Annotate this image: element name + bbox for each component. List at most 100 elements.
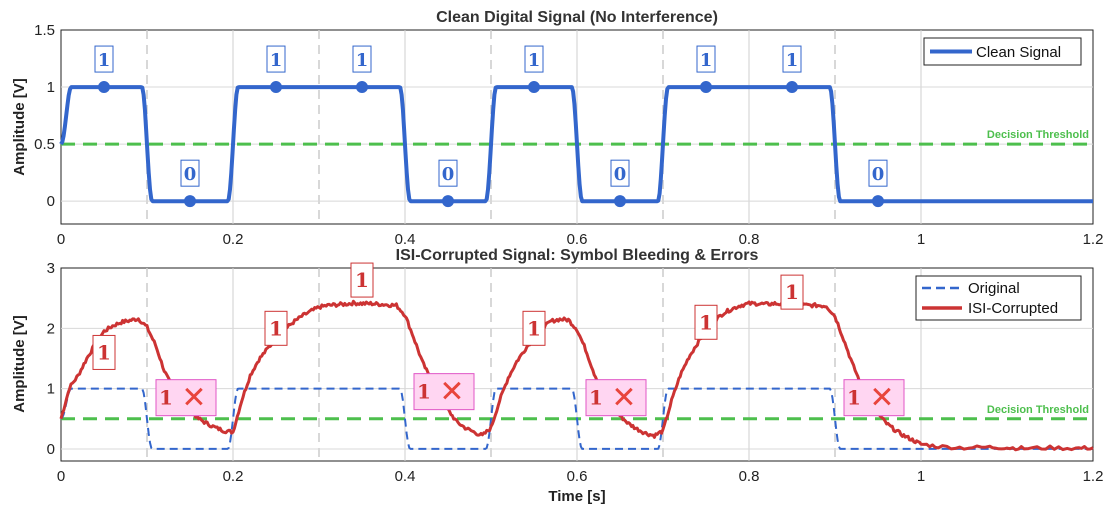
bit-label-9: 0 xyxy=(872,164,885,185)
top-x-tick-6: 1.2 xyxy=(1083,231,1104,248)
bit-label-box-1 xyxy=(180,159,200,187)
top-x-tick-5: 1 xyxy=(917,231,925,248)
bottom-x-tick-4: 0.8 xyxy=(739,468,760,485)
top-x-tick-3: 0.6 xyxy=(567,231,588,248)
error-x-icon-9: ✕ xyxy=(869,382,894,415)
bit-label-6: 0 xyxy=(614,164,627,185)
bit-label-3: 1 xyxy=(356,50,369,71)
top-x-tick-0: 0 xyxy=(57,231,65,248)
error-box-1 xyxy=(155,379,217,417)
isi-corrupted-chart: 1 1 ✕ 1 1 1 ✕ 1 1 ✕ 1 1 1 ✕ 0 0.2 0.4 0.6 0.8 1 1.2 0 1 2 3 IS… xyxy=(11,247,1103,505)
bottom-x-tick-5: 1 xyxy=(917,468,925,485)
sample-point-0 xyxy=(98,81,110,94)
top-chart-title: Clean Digital Signal (No Interference) xyxy=(436,9,718,26)
sample-point-3 xyxy=(356,81,368,94)
bit-label-box-2 xyxy=(266,45,286,73)
bottom-x-tick-2: 0.4 xyxy=(395,468,416,485)
bit-label-0: 1 xyxy=(98,50,111,71)
bottom-x-tick-3: 0.6 xyxy=(567,468,588,485)
bit-label-4: 0 xyxy=(442,164,455,185)
bit-label-box-7 xyxy=(696,45,716,73)
bottom-x-tick-0: 0 xyxy=(57,468,65,485)
error-bit-label-9: 1 xyxy=(847,386,861,410)
bit-label-7: 1 xyxy=(700,50,713,71)
bottom-y-tick-0: 0 xyxy=(47,441,55,458)
corrupted-bit-box-8 xyxy=(780,274,804,310)
corrupted-bit-box-0 xyxy=(92,334,116,370)
error-bit-label-6: 1 xyxy=(589,386,603,410)
top-legend: Clean Signal xyxy=(923,37,1082,66)
bottom-x-tick-6: 1.2 xyxy=(1083,468,1104,485)
bottom-y-tick-3: 3 xyxy=(47,260,55,277)
bit-label-box-3 xyxy=(352,45,372,73)
top-x-tick-1: 0.2 xyxy=(223,231,244,248)
original-signal-series xyxy=(60,387,1093,450)
top-x-tick-2: 0.4 xyxy=(395,231,416,248)
top-threshold-label: Decision Threshold xyxy=(987,129,1089,141)
bottom-legend: Original ISI-Corrupted xyxy=(915,275,1082,321)
bottom-x-tick-labels: 0 0.2 0.4 0.6 0.8 1 1.2 xyxy=(57,468,1104,485)
bit-label-8: 1 xyxy=(786,50,799,71)
bottom-x-tick-1: 0.2 xyxy=(223,468,244,485)
bottom-y-tick-1: 1 xyxy=(47,381,55,398)
sample-point-5 xyxy=(528,81,540,94)
isi-corrupted-series xyxy=(59,299,1094,452)
bottom-bit-markers: 1 1 ✕ 1 1 1 ✕ 1 1 ✕ 1 1 1 ✕ xyxy=(92,262,905,417)
top-bit-markers: 1 0 1 1 0 1 0 1 1 0 xyxy=(94,45,888,208)
bit-label-box-6 xyxy=(610,159,630,187)
sample-point-8 xyxy=(786,81,798,94)
error-x-icon-6: ✕ xyxy=(611,382,636,415)
bottom-chart-title: ISI-Corrupted Signal: Symbol Bleeding & … xyxy=(396,247,759,264)
sample-point-2 xyxy=(270,81,282,94)
sample-point-4 xyxy=(442,195,454,208)
top-y-tick-labels: 0 0.5 1 1.5 xyxy=(34,22,55,210)
bottom-legend-box xyxy=(915,275,1082,321)
error-x-icon-1: ✕ xyxy=(181,382,206,415)
clean-signal-line xyxy=(59,85,1094,204)
bottom-grid xyxy=(61,268,1093,461)
bit-label-box-0 xyxy=(94,45,114,73)
bit-label-box-8 xyxy=(782,45,802,73)
corrupted-bit-box-2 xyxy=(264,310,288,346)
bottom-y-tick-labels: 0 1 2 3 xyxy=(47,260,55,458)
x-axis-label: Time [s] xyxy=(548,488,605,505)
corrupted-bit-label-5: 1 xyxy=(527,316,541,340)
error-box-9 xyxy=(843,379,905,417)
top-y-tick-1: 0.5 xyxy=(34,136,55,153)
corrupted-bit-label-3: 1 xyxy=(355,268,369,292)
bit-label-1: 0 xyxy=(184,164,197,185)
corrupted-bit-box-5 xyxy=(522,310,546,346)
corrupted-bit-label-8: 1 xyxy=(785,280,799,304)
bottom-threshold-label: Decision Threshold xyxy=(987,404,1089,416)
legend-label-clean-signal: Clean Signal xyxy=(976,44,1061,61)
sample-point-9 xyxy=(872,195,884,208)
error-x-icon-4: ✕ xyxy=(439,376,464,409)
sample-point-1 xyxy=(184,195,196,208)
legend-label-original: Original xyxy=(968,280,1020,297)
top-x-tick-labels: 0 0.2 0.4 0.6 0.8 1 1.2 xyxy=(57,231,1104,248)
bottom-y-tick-2: 2 xyxy=(47,320,55,337)
bottom-y-axis-label: Amplitude [V] xyxy=(11,315,28,413)
isi-corrupted-line xyxy=(59,299,1094,452)
top-y-tick-0: 0 xyxy=(47,193,55,210)
sample-point-6 xyxy=(614,195,626,208)
bit-label-box-4 xyxy=(438,159,458,187)
top-x-tick-4: 0.8 xyxy=(739,231,760,248)
corrupted-bit-label-0: 1 xyxy=(97,340,111,364)
error-bit-label-4: 1 xyxy=(417,380,431,404)
top-y-tick-2: 1 xyxy=(47,79,55,96)
bit-label-2: 1 xyxy=(270,50,283,71)
error-box-6 xyxy=(585,379,647,417)
corrupted-bit-label-2: 1 xyxy=(269,316,283,340)
corrupted-bit-label-7: 1 xyxy=(699,310,713,334)
clean-signal-chart: 1 0 1 1 0 1 0 1 1 0 0 0.2 0.4 0.6 0.8 1 1.2 0 0.5 1 1.5 Cl… xyxy=(11,9,1103,248)
bit-label-box-9 xyxy=(868,159,888,187)
bit-label-box-5 xyxy=(524,45,544,73)
sample-point-7 xyxy=(700,81,712,94)
clean-signal-series xyxy=(59,85,1094,204)
corrupted-bit-box-7 xyxy=(694,304,718,340)
corrupted-bit-box-3 xyxy=(350,262,374,298)
error-box-4 xyxy=(413,373,475,411)
legend-label-isi-corrupted: ISI-Corrupted xyxy=(968,300,1058,317)
